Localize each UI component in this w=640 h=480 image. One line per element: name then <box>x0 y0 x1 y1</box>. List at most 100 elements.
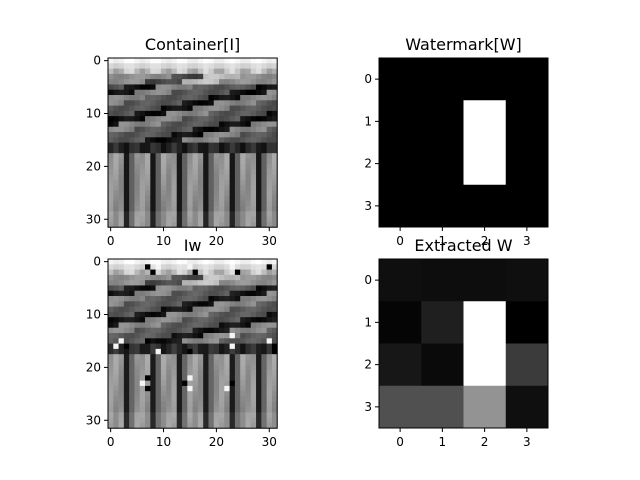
y-tick-label: 1 <box>364 315 372 329</box>
heatmap-cell <box>261 105 268 112</box>
heatmap-cell <box>160 179 167 186</box>
heatmap-cell <box>208 68 215 75</box>
heatmap-cell <box>219 311 225 318</box>
heatmap-cell <box>171 58 178 64</box>
heatmap-cell <box>250 385 257 392</box>
heatmap-cell <box>182 343 188 350</box>
heatmap-cell <box>118 211 125 218</box>
heatmap-cell <box>176 89 183 96</box>
heatmap-cell <box>171 163 178 170</box>
heatmap-cell <box>271 126 278 133</box>
heatmap-cell <box>134 169 141 175</box>
heatmap-cell <box>219 280 225 286</box>
heatmap-cell <box>266 179 273 186</box>
heatmap-cell <box>229 158 236 165</box>
heatmap-cell <box>197 333 204 339</box>
heatmap-cell <box>160 269 167 276</box>
heatmap-cell <box>171 200 178 207</box>
heatmap-cell <box>234 68 241 75</box>
heatmap-cell <box>213 100 220 106</box>
heatmap-cell <box>176 311 183 318</box>
x-tick-label: 2 <box>481 234 489 248</box>
heatmap-cell <box>240 84 246 91</box>
heatmap-cell <box>155 333 162 339</box>
heatmap-cell <box>171 348 178 355</box>
heatmap-cell <box>155 206 162 212</box>
heatmap-cell <box>240 211 246 218</box>
heatmap-cell <box>250 184 257 191</box>
heatmap-cell <box>240 359 246 366</box>
heatmap-cell <box>155 137 162 143</box>
heatmap-cell <box>256 407 262 413</box>
y-tick-label: 0 <box>93 255 101 269</box>
heatmap-cell <box>139 280 146 286</box>
heatmap-cell <box>245 290 252 297</box>
heatmap-cell <box>118 391 125 397</box>
heatmap-cell <box>118 190 125 196</box>
heatmap-cell <box>197 105 204 112</box>
heatmap-cell <box>171 417 178 424</box>
heatmap-cell <box>145 296 151 302</box>
heatmap-cell <box>192 422 199 429</box>
heatmap-cell <box>108 58 114 64</box>
heatmap-cell <box>166 216 172 223</box>
heatmap-cell <box>266 274 273 281</box>
heatmap-cell <box>118 311 125 318</box>
heatmap-cell <box>176 142 183 149</box>
heatmap-cell <box>129 359 135 366</box>
heatmap-cell <box>139 95 146 101</box>
heatmap-cell <box>176 285 183 292</box>
heatmap-cell <box>145 158 151 165</box>
heatmap-cell <box>187 216 193 223</box>
heatmap-cell <box>463 100 507 143</box>
heatmap-cell <box>203 89 209 96</box>
heatmap-cell <box>166 364 172 371</box>
heatmap-cell <box>234 184 241 191</box>
heatmap-cell <box>171 333 178 339</box>
heatmap-cell <box>118 126 125 133</box>
heatmap-cell <box>139 380 146 387</box>
heatmap-cell <box>256 147 262 154</box>
heatmap-cell <box>113 343 119 350</box>
heatmap-cell <box>171 385 178 392</box>
heatmap-cell <box>134 380 141 387</box>
heatmap-cell <box>108 184 114 191</box>
heatmap-cell <box>213 322 220 329</box>
heatmap-cell <box>139 401 146 408</box>
heatmap-cell <box>182 132 188 138</box>
heatmap-cell <box>379 343 422 387</box>
heatmap-cell <box>224 84 231 91</box>
heatmap-cell <box>155 84 162 91</box>
heatmap-cell <box>208 142 215 149</box>
heatmap-cell <box>166 412 172 419</box>
heatmap-cell <box>166 274 172 281</box>
heatmap-cell <box>219 132 225 138</box>
heatmap-cell <box>139 274 146 281</box>
heatmap-cell <box>256 158 262 165</box>
heatmap-cell <box>182 179 188 186</box>
heatmap-cell <box>240 354 246 360</box>
heatmap-cell <box>160 306 167 313</box>
heatmap-cell <box>171 84 178 91</box>
heatmap-cell <box>192 95 199 101</box>
heatmap-cell <box>266 285 273 292</box>
heatmap-cell <box>229 422 236 429</box>
heatmap-cell <box>171 63 178 69</box>
heatmap-cell <box>271 79 278 85</box>
heatmap-cell <box>229 417 236 424</box>
heatmap-cell <box>139 259 146 265</box>
heatmap-cell <box>155 317 162 323</box>
heatmap-cell <box>271 132 278 138</box>
heatmap-cell <box>192 333 199 339</box>
heatmap-cell <box>118 158 125 165</box>
heatmap-cell <box>224 333 231 339</box>
heatmap-cell <box>187 370 193 376</box>
heatmap-cell <box>150 364 156 371</box>
heatmap-cell <box>155 422 162 429</box>
heatmap-cell <box>155 296 162 302</box>
heatmap-cell <box>234 153 241 159</box>
heatmap-cell <box>113 174 119 181</box>
heatmap-cell <box>182 79 188 85</box>
